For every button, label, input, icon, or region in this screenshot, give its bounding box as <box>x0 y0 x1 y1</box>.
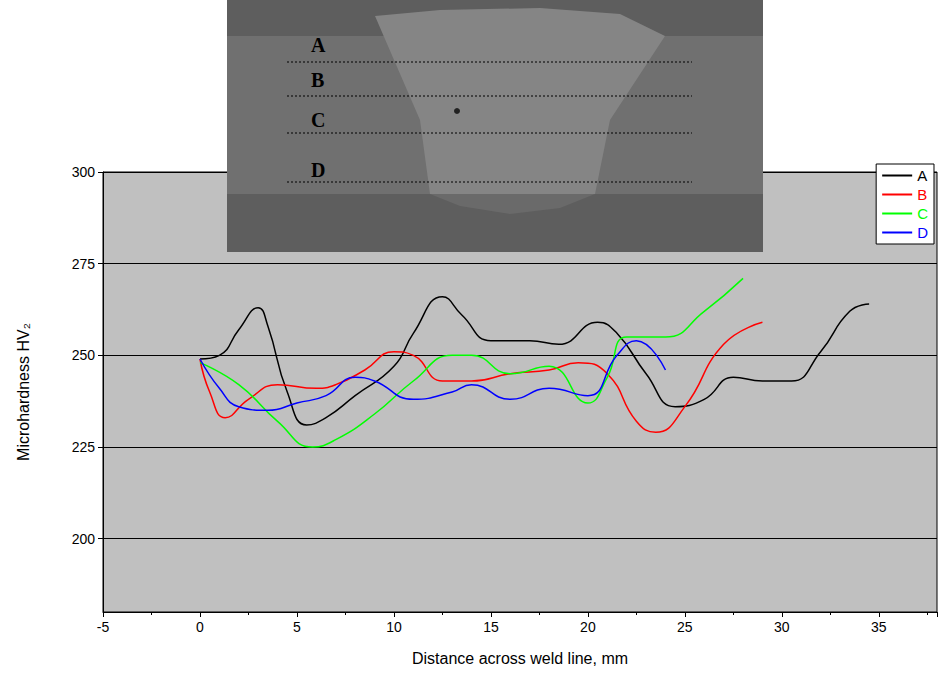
svg-text:300: 300 <box>72 164 96 180</box>
svg-text:A: A <box>917 167 927 184</box>
svg-text:Distance across weld line, mm: Distance across weld line, mm <box>412 650 628 667</box>
svg-text:20: 20 <box>580 619 596 635</box>
svg-text:C: C <box>917 205 928 222</box>
svg-text:D: D <box>311 159 325 181</box>
svg-text:200: 200 <box>72 531 96 547</box>
svg-text:35: 35 <box>871 619 887 635</box>
svg-text:15: 15 <box>483 619 499 635</box>
svg-text:275: 275 <box>72 256 96 272</box>
svg-text:25: 25 <box>677 619 693 635</box>
svg-text:A: A <box>311 34 326 56</box>
svg-text:D: D <box>917 224 928 241</box>
svg-text:10: 10 <box>386 619 402 635</box>
svg-text:C: C <box>311 109 325 131</box>
svg-text:225: 225 <box>72 439 96 455</box>
svg-text:30: 30 <box>774 619 790 635</box>
svg-text:Microhardness HV₂: Microhardness HV₂ <box>15 323 32 461</box>
svg-text:B: B <box>311 69 324 91</box>
svg-text:B: B <box>917 186 927 203</box>
svg-text:5: 5 <box>293 619 301 635</box>
svg-text:-5: -5 <box>97 619 110 635</box>
svg-text:0: 0 <box>196 619 204 635</box>
svg-text:250: 250 <box>72 347 96 363</box>
